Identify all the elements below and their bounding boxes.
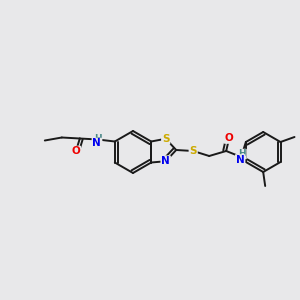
Text: H: H <box>238 149 246 158</box>
Text: N: N <box>92 139 101 148</box>
Text: S: S <box>162 134 169 144</box>
Text: N: N <box>161 156 170 166</box>
Text: S: S <box>189 146 197 156</box>
Text: O: O <box>225 133 234 143</box>
Text: O: O <box>71 146 80 157</box>
Text: H: H <box>94 134 102 143</box>
Text: N: N <box>236 155 244 165</box>
